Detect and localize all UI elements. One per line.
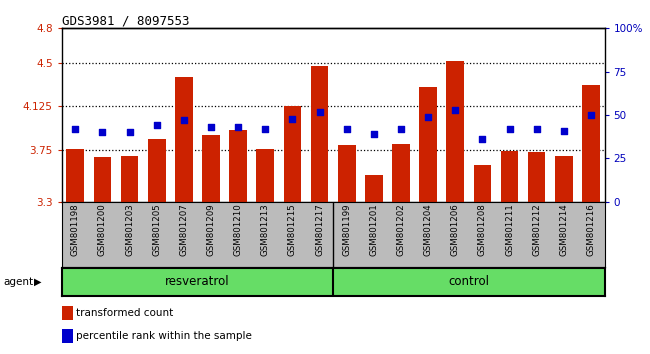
Text: GSM801214: GSM801214 [559, 204, 568, 257]
Point [504, 126, 515, 132]
Bar [283, 106, 301, 202]
Point [233, 124, 243, 130]
Point [70, 126, 81, 132]
Bar [94, 157, 111, 202]
Point [315, 109, 325, 114]
Bar [582, 85, 600, 202]
Text: GSM801217: GSM801217 [315, 204, 324, 257]
Point [341, 126, 352, 132]
Text: GSM801200: GSM801200 [98, 204, 107, 257]
Text: GSM801216: GSM801216 [586, 204, 595, 257]
Text: agent: agent [3, 277, 33, 287]
Text: GSM801212: GSM801212 [532, 204, 541, 257]
Point [369, 131, 379, 137]
Bar [447, 61, 464, 202]
Text: GSM801205: GSM801205 [152, 204, 161, 257]
Point [586, 112, 596, 118]
Point [206, 124, 216, 130]
Point [558, 128, 569, 133]
Text: GSM801211: GSM801211 [505, 204, 514, 257]
Point [124, 130, 135, 135]
Point [151, 122, 162, 128]
Text: percentile rank within the sample: percentile rank within the sample [76, 331, 252, 341]
Point [260, 126, 270, 132]
Bar [175, 77, 192, 202]
Text: GSM801204: GSM801204 [424, 204, 433, 257]
Point [477, 137, 488, 142]
Point [423, 114, 434, 120]
Bar [311, 67, 328, 202]
Text: transformed count: transformed count [76, 308, 174, 318]
Bar [66, 149, 84, 202]
Text: GSM801198: GSM801198 [71, 204, 80, 256]
Text: GSM801201: GSM801201 [369, 204, 378, 257]
Text: control: control [448, 275, 489, 288]
Text: GSM801202: GSM801202 [396, 204, 406, 257]
Point [98, 130, 108, 135]
Bar [148, 139, 166, 202]
Bar [229, 130, 247, 202]
Text: GSM801208: GSM801208 [478, 204, 487, 257]
Point [532, 126, 542, 132]
Bar [528, 152, 545, 202]
Bar [257, 149, 274, 202]
Bar [419, 87, 437, 202]
Text: GSM801215: GSM801215 [288, 204, 297, 257]
Bar [62, 307, 73, 320]
Text: GSM801213: GSM801213 [261, 204, 270, 257]
Text: GSM801209: GSM801209 [207, 204, 216, 256]
Text: GSM801206: GSM801206 [450, 204, 460, 257]
Bar [555, 155, 573, 202]
Text: GSM801207: GSM801207 [179, 204, 188, 257]
Text: GSM801203: GSM801203 [125, 204, 134, 257]
Bar [474, 165, 491, 202]
Text: resveratrol: resveratrol [165, 275, 229, 288]
Point [450, 107, 460, 113]
Bar [121, 155, 138, 202]
Point [396, 126, 406, 132]
Bar [338, 145, 356, 202]
Bar [202, 135, 220, 202]
Point [287, 116, 298, 121]
Bar [500, 151, 518, 202]
Text: GSM801210: GSM801210 [233, 204, 242, 257]
Bar [62, 330, 73, 343]
Text: GSM801199: GSM801199 [342, 204, 351, 256]
Point [179, 118, 189, 123]
Text: ▶: ▶ [34, 277, 42, 287]
Bar [392, 144, 410, 202]
Text: GDS3981 / 8097553: GDS3981 / 8097553 [62, 14, 189, 27]
Bar [365, 175, 383, 202]
